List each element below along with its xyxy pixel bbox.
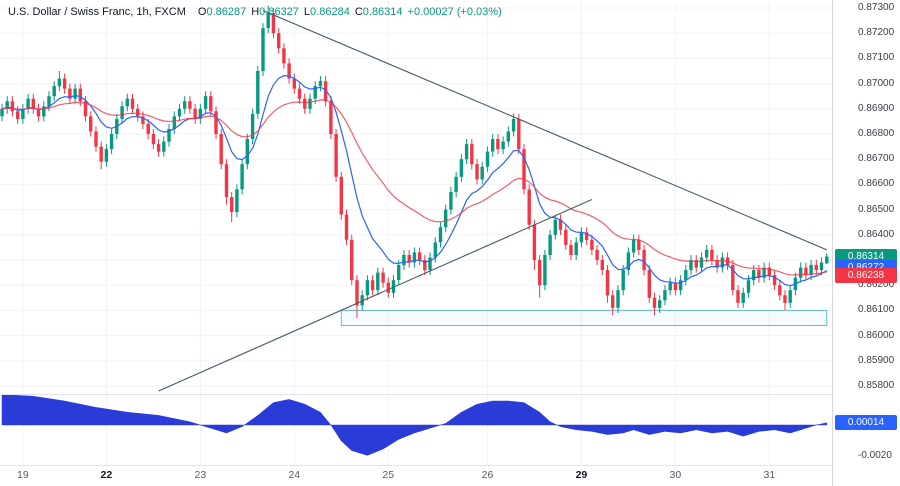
time-axis[interactable]: 19 22 23 24 25 26 29 30 31 (0, 465, 832, 486)
price-axis-label: 0.86400 (858, 228, 895, 240)
ohlc-low-label: L (303, 6, 311, 18)
ma-slow-line[interactable] (1, 99, 827, 276)
symbol-legend: U.S. Dollar / Swiss Franc, 1h, FXCM O0.86… (8, 6, 502, 18)
time-axis-label: 23 (194, 469, 207, 481)
price-axis-label: 0.86600 (858, 178, 895, 190)
price-axis-label: 0.86200 (858, 279, 895, 291)
support-zone-rectangle[interactable] (340, 309, 828, 327)
ohlc-close-value: 0.86314 (362, 6, 403, 18)
ohlc-high-label: H (251, 6, 260, 18)
time-axis-label: 26 (481, 469, 494, 481)
price-pane[interactable] (0, 0, 832, 394)
price-axis-label: 0.86800 (858, 128, 895, 139)
time-axis-separator (0, 465, 900, 466)
time-axis-label: 19 (17, 469, 29, 481)
symbol-title[interactable]: U.S. Dollar / Swiss Franc, 1h, FXCM (8, 6, 186, 18)
indicator-value-badge: 0.00014 (835, 415, 897, 431)
ascending-trendline[interactable] (158, 198, 593, 392)
ohlc-close-label: C (354, 6, 363, 18)
price-axis-label: 0.87100 (858, 52, 895, 64)
ohlc-high-value: 0.86327 (259, 6, 299, 18)
time-axis-label: 31 (763, 469, 776, 481)
time-axis-label: 22 (100, 469, 113, 481)
ohlc-open-label: O (197, 6, 207, 18)
descending-trendline[interactable] (262, 9, 828, 251)
change-value: +0.00027 (+0.03%) (407, 6, 502, 18)
price-axis-label: 0.86700 (858, 153, 895, 165)
candlestick-series[interactable] (0, 5, 829, 319)
ma-fast-line[interactable] (1, 74, 828, 287)
ma-slow-badge: 0.86238 (835, 268, 897, 284)
indicator-axis-label: -0.0020 (858, 450, 892, 461)
price-axis-label: 0.87000 (858, 77, 895, 89)
price-axis-label: 0.87200 (858, 27, 895, 39)
indicator-pane[interactable] (0, 394, 832, 465)
pane-separator[interactable] (0, 394, 900, 395)
time-axis-label: 25 (382, 469, 395, 481)
price-axis-label: 0.86100 (858, 304, 895, 316)
price-axis-label: 0.86500 (858, 203, 895, 215)
time-axis-label: 24 (288, 469, 301, 481)
price-axis-label: 0.85900 (858, 354, 895, 366)
ohlc-low-value: 0.86284 (310, 6, 350, 18)
ohlc-open-value: 0.86287 (206, 6, 247, 18)
time-axis-label: 30 (669, 469, 682, 481)
price-axis-label: 0.86000 (858, 329, 895, 341)
oscillator-area[interactable] (1, 394, 828, 456)
price-axis-label: 0.86900 (858, 102, 895, 114)
price-axis-label: 0.85800 (858, 380, 895, 391)
price-axis[interactable]: 0.87300 0.87200 0.87100 0.87000 0.86900 0.868… (832, 0, 900, 486)
price-axis-label: 0.87300 (858, 2, 895, 13)
time-axis-label: 29 (575, 469, 588, 481)
